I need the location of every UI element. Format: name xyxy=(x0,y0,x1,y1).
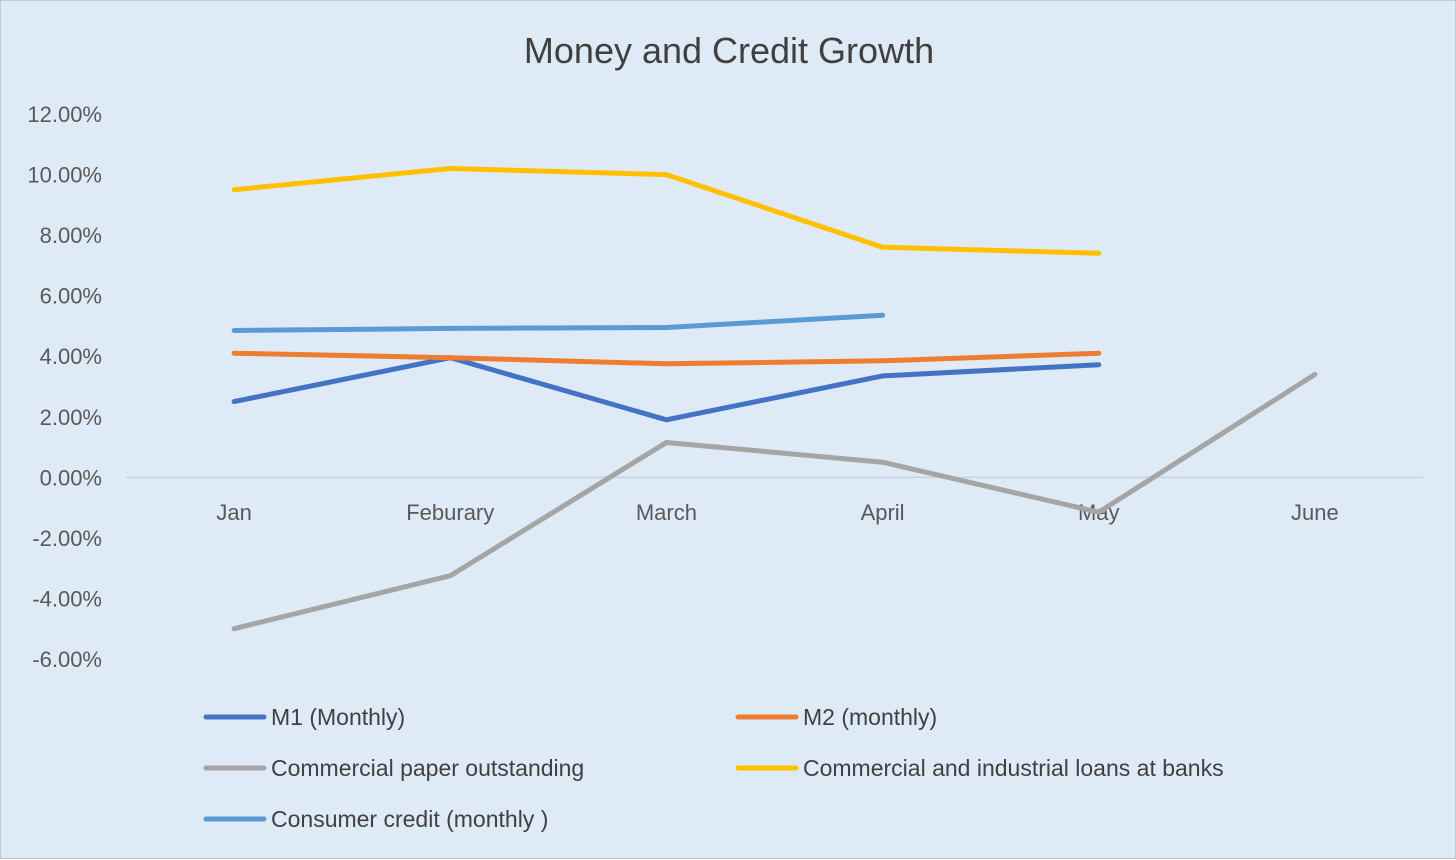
legend-label: Commercial and industrial loans at banks xyxy=(803,755,1224,781)
y-tick-label: 8.00% xyxy=(40,223,102,248)
y-tick-label: -4.00% xyxy=(32,586,102,611)
series-line-m2-monthly xyxy=(231,350,1102,367)
y-tick-label: 4.00% xyxy=(40,344,102,369)
legend-item: M1 (Monthly) xyxy=(203,704,405,730)
legend-item: Commercial and industrial loans at banks xyxy=(735,755,1224,781)
x-tick-label: Feburary xyxy=(406,500,494,525)
legend-item: Commercial paper outstanding xyxy=(203,755,584,781)
y-tick-label: 2.00% xyxy=(40,405,102,430)
y-tick-label: 12.00% xyxy=(27,102,102,127)
series-line-commercial-and-industrial-loans-at-banks xyxy=(231,166,1102,256)
x-axis: Jan Feburary March April May June xyxy=(126,476,1423,525)
x-tick-label: April xyxy=(861,500,905,525)
series-lines xyxy=(231,166,1318,632)
legend-item: M2 (monthly) xyxy=(735,704,937,730)
x-tick-label: June xyxy=(1291,500,1339,525)
y-tick-label: -2.00% xyxy=(32,526,102,551)
y-tick-label: 6.00% xyxy=(40,284,102,309)
x-tick-label: Jan xyxy=(216,500,251,525)
chart-title: Money and Credit Growth xyxy=(524,30,934,71)
x-tick-label: March xyxy=(636,500,697,525)
y-tick-label: 10.00% xyxy=(27,163,102,188)
y-tick-label: -6.00% xyxy=(32,647,102,672)
legend-label: Consumer credit (monthly ) xyxy=(271,806,548,832)
legend: M1 (Monthly) M2 (monthly) Commercial paper… xyxy=(203,704,1224,832)
y-axis: 12.00% 10.00% 8.00% 6.00% 4.00% 2.00% 0.00% -2.… xyxy=(27,102,102,672)
legend-label: Commercial paper outstanding xyxy=(271,755,584,781)
legend-item: Consumer credit (monthly ) xyxy=(203,806,548,832)
series-line-consumer-credit-monthly xyxy=(231,312,886,333)
legend-label: M1 (Monthly) xyxy=(271,704,405,730)
series-line-m1-monthly xyxy=(231,355,1102,423)
series-line-commercial-paper-outstanding xyxy=(231,371,1318,632)
legend-label: M2 (monthly) xyxy=(803,704,937,730)
y-tick-label: 0.00% xyxy=(40,465,102,490)
